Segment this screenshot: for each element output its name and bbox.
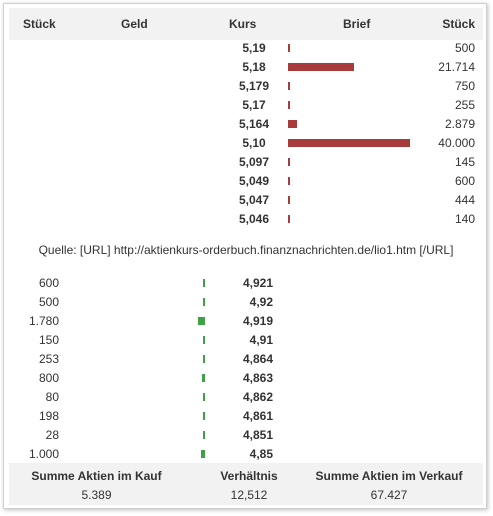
bid-row: 80 4,862 — [9, 388, 483, 407]
bid-row: 1.780 4,919 — [9, 312, 483, 331]
ask-volume-bar — [288, 63, 354, 71]
bid-volume-bar — [203, 355, 205, 363]
ask-price: 5,179 — [238, 79, 270, 93]
ask-price: 5,164 — [238, 117, 270, 131]
ask-row: 5,179 750 — [9, 77, 483, 96]
bid-price: 4,92 — [249, 295, 273, 309]
bid-quantity: 1.000 — [29, 447, 60, 461]
ask-row: 5,049 600 — [9, 172, 483, 191]
bid-volume-bar — [203, 336, 205, 344]
ask-quantity: 500 — [454, 41, 475, 55]
ask-price: 5,18 — [242, 60, 266, 74]
ask-quantity: 2.879 — [444, 117, 475, 131]
bid-volume-bar — [201, 450, 205, 458]
bid-volume-bar — [203, 431, 205, 439]
bid-row: 28 4,851 — [9, 426, 483, 445]
ratio-label: Verhältnis — [220, 469, 278, 483]
bid-price: 4,851 — [242, 428, 273, 442]
header-geld: Geld — [121, 17, 148, 31]
ask-volume-bar — [288, 177, 290, 185]
ask-price: 5,049 — [238, 174, 270, 188]
ask-quantity: 444 — [454, 193, 475, 207]
bid-quantity: 80 — [45, 390, 59, 404]
bid-row: 800 4,863 — [9, 369, 483, 388]
source-note: Quelle: [URL] http://aktienkurs-orderbuc… — [38, 243, 454, 257]
orderbook-panel — [3, 3, 487, 509]
bid-quantity: 500 — [38, 295, 59, 309]
ask-row: 5,047 444 — [9, 191, 483, 210]
header-stueck-right: Stück — [442, 17, 475, 31]
ask-volume-bar — [288, 101, 290, 109]
bid-volume-bar — [203, 412, 205, 420]
ask-quantity: 750 — [454, 79, 475, 93]
bid-quantity: 600 — [38, 276, 59, 290]
orderbook-header: Stück Geld Kurs Brief Stück — [9, 8, 483, 40]
ask-volume-bar — [288, 120, 297, 128]
ask-price: 5,047 — [238, 193, 270, 207]
ask-volume-bar — [288, 82, 290, 90]
bid-quantity: 253 — [38, 352, 59, 366]
bid-quantity: 150 — [38, 333, 59, 347]
bid-price: 4,921 — [242, 276, 273, 290]
sum-sell-value: 67.427 — [370, 488, 408, 502]
ask-row: 5,046 140 — [9, 210, 483, 229]
sum-sell-label: Summe Aktien im Verkauf — [315, 469, 463, 483]
ask-quantity: 40.000 — [438, 136, 475, 150]
ask-quantity: 145 — [454, 155, 475, 169]
bid-volume-bar — [198, 317, 205, 325]
bid-row: 600 4,921 — [9, 274, 483, 293]
ask-price: 5,097 — [238, 155, 270, 169]
bid-price: 4,864 — [242, 352, 273, 366]
ask-price: 5,10 — [242, 136, 266, 150]
bid-price: 4,862 — [242, 390, 273, 404]
bid-volume-bar — [203, 393, 205, 401]
ask-volume-bar — [288, 215, 290, 223]
bid-quantity: 28 — [45, 428, 59, 442]
ask-row: 5,17 255 — [9, 96, 483, 115]
ask-volume-bar — [288, 139, 410, 147]
ratio-value: 12,512 — [230, 488, 268, 502]
ask-quantity: 21.714 — [438, 60, 475, 74]
ask-price: 5,17 — [242, 98, 266, 112]
sum-buy-value: 5.389 — [81, 488, 112, 502]
bid-price: 4,863 — [242, 371, 273, 385]
summary-footer: Summe Aktien im Kauf 5.389 Verhältnis 12… — [9, 463, 483, 505]
ask-row: 5,10 40.000 — [9, 134, 483, 153]
bid-volume-bar — [203, 298, 205, 306]
bid-row: 1.000 4,85 — [9, 445, 483, 464]
bid-row: 198 4,861 — [9, 407, 483, 426]
ask-row: 5,18 21.714 — [9, 58, 483, 77]
bid-price: 4,919 — [242, 314, 273, 328]
ask-quantity: 255 — [454, 98, 475, 112]
bid-quantity: 198 — [38, 409, 59, 423]
bid-row: 500 4,92 — [9, 293, 483, 312]
bid-price: 4,91 — [249, 333, 273, 347]
bid-row: 150 4,91 — [9, 331, 483, 350]
header-brief: Brief — [343, 17, 371, 31]
bid-quantity: 1.780 — [29, 314, 60, 328]
header-kurs: Kurs — [229, 17, 257, 31]
ask-volume-bar — [288, 196, 290, 204]
bid-price: 4,85 — [249, 447, 273, 461]
ask-price: 5,046 — [238, 212, 270, 226]
ask-quantity: 600 — [454, 174, 475, 188]
sum-buy-label: Summe Aktien im Kauf — [31, 469, 162, 483]
ask-row: 5,097 145 — [9, 153, 483, 172]
ask-price: 5,19 — [242, 41, 266, 55]
bid-quantity: 800 — [38, 371, 59, 385]
ask-row: 5,19 500 — [9, 39, 483, 58]
bid-volume-bar — [202, 374, 205, 382]
ask-quantity: 140 — [454, 212, 475, 226]
ask-row: 5,164 2.879 — [9, 115, 483, 134]
bid-price: 4,861 — [242, 409, 273, 423]
bid-volume-bar — [203, 279, 205, 287]
ask-volume-bar — [288, 44, 290, 52]
bid-row: 253 4,864 — [9, 350, 483, 369]
ask-volume-bar — [288, 158, 290, 166]
header-stueck-left: Stück — [23, 17, 56, 31]
